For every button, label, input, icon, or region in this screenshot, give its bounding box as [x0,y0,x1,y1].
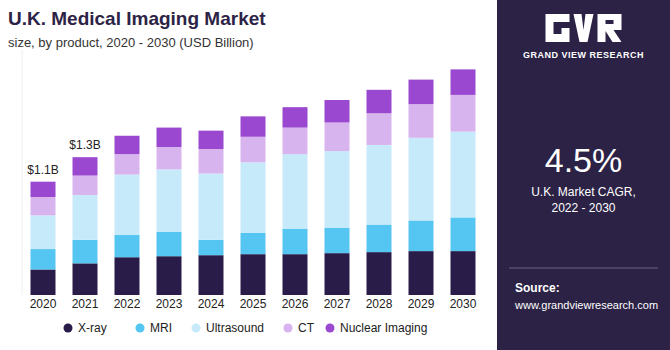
x-tick-label: 2020 [30,297,57,311]
bar-segment [157,169,182,231]
bar-segment [115,257,140,295]
source-url: www.grandviewresearch.com [514,299,658,311]
bar-segment [31,249,56,269]
bar-segment [157,232,182,256]
bar-segment [73,176,98,195]
bar-segment [409,251,434,295]
legend-label: Ultrasound [206,321,264,335]
bar-segment [115,175,140,235]
bar-segment [325,122,350,151]
bar-segment [241,162,266,232]
x-tick-label: 2028 [366,297,393,311]
subtitle: size, by product, 2020 - 2030 (USD Billi… [8,35,254,50]
x-tick-label: 2024 [198,297,225,311]
bar-segment [115,154,140,174]
x-tick-label: 2026 [282,297,309,311]
bar-segment [31,197,56,215]
bar-segment [325,151,350,228]
bar-segment [157,128,182,147]
bar-segment [409,138,434,221]
x-tick-label: 2022 [114,297,141,311]
chart-svg: U.K. Medical Imaging Market size, by prod… [0,0,670,350]
bar-segment [283,128,308,155]
bar-segment [367,90,392,113]
logo [546,14,622,42]
bar-segment [451,217,476,251]
bar-segment [325,253,350,295]
bar-segment [241,254,266,295]
bar-segment [199,149,224,174]
bar-segment [325,228,350,254]
bar-segment [367,145,392,225]
bar-segment [199,240,224,255]
cagr-label: 2022 - 2030 [551,201,615,215]
bar-segment [241,116,266,136]
bar-segment [283,254,308,295]
bar-segment [115,235,140,257]
bar-segment [31,215,56,249]
x-tick-label: 2023 [156,297,183,311]
bar-segment [283,107,308,127]
bar-segment [451,251,476,295]
bar-segment [199,131,224,149]
bar-segment [451,69,476,95]
legend-label: MRI [150,321,172,335]
bar-segment [157,256,182,295]
separator [509,268,658,269]
legend-swatch [136,324,145,333]
sidebar [497,0,670,350]
bar-segment [241,137,266,163]
x-tick-label: 2029 [408,297,435,311]
logo-text: GRAND VIEW RESEARCH [523,50,644,60]
bar-segment [367,225,392,253]
bar-segment [409,104,434,138]
bar-segment [31,269,56,295]
y-axis-line [22,50,23,295]
x-tick-label: 2025 [240,297,267,311]
legend-swatch [64,324,73,333]
bar-segment [73,240,98,263]
bar-segment [367,252,392,295]
bar-segment [367,113,392,145]
legend-label: CT [298,321,315,335]
legend-label: X-ray [78,321,107,335]
x-tick-label: 2027 [324,297,351,311]
bar-segment [31,182,56,197]
bar-segment [73,263,98,295]
source-label: Source: [515,281,560,295]
bar-segment [325,100,350,122]
bar-segment [73,157,98,175]
bar-segment [451,132,476,218]
bar-segment [283,229,308,255]
bar-segment [283,154,308,229]
annotation: $1.3B [69,138,100,152]
bar-segment [199,174,224,240]
bars [31,69,476,295]
bar-segment [157,147,182,169]
bar-segment [451,95,476,132]
legend-label: Nuclear Imaging [340,321,427,335]
bar-segment [115,136,140,154]
legend-swatch [326,324,335,333]
x-tick-label: 2021 [72,297,99,311]
bar-segment [199,255,224,295]
annotation: $1.1B [27,163,58,177]
cagr-value: 4.5% [545,141,623,179]
bar-segment [409,80,434,105]
bar-segment [409,220,434,251]
cagr-label: U.K. Market CAGR, [531,185,636,199]
title: U.K. Medical Imaging Market [8,8,266,29]
bar-segment [241,233,266,254]
chart-root: U.K. Medical Imaging Market size, by prod… [0,0,670,350]
legend-swatch [284,324,293,333]
bar-segment [73,195,98,240]
legend-swatch [192,324,201,333]
x-tick-label: 2030 [450,297,477,311]
